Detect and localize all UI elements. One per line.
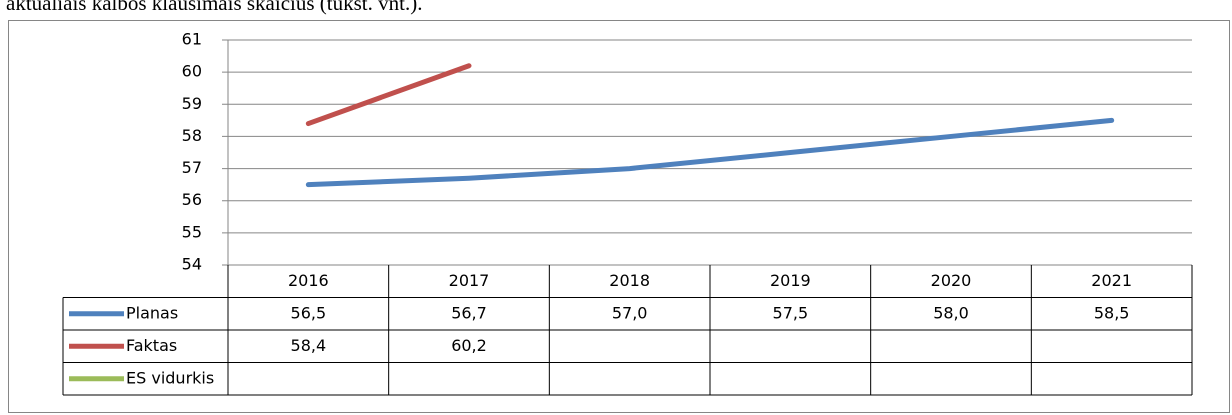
chart-border xyxy=(8,20,1230,413)
series-line xyxy=(305,117,1115,188)
legend-label: Faktas xyxy=(126,336,177,355)
caption: aktualiais kalbos klausimais skaičius (t… xyxy=(6,0,422,15)
y-tick-label: 55 xyxy=(182,222,202,241)
data-label: 60,2 xyxy=(451,336,487,355)
y-tick-label: 59 xyxy=(182,94,202,113)
x-tick-label: 2017 xyxy=(449,271,490,290)
y-tick-label: 56 xyxy=(182,190,202,209)
y-tick-label: 54 xyxy=(182,255,202,274)
y-tick-label: 57 xyxy=(182,158,202,177)
x-tick-label: 2019 xyxy=(770,271,811,290)
series-line xyxy=(305,63,472,127)
x-tick-label: 2016 xyxy=(288,271,329,290)
data-label: 57,0 xyxy=(612,303,648,322)
data-label: 58,5 xyxy=(1094,303,1130,322)
data-label: 58,0 xyxy=(933,303,969,322)
y-tick-label: 58 xyxy=(182,126,202,145)
y-tick-label: 61 xyxy=(182,30,202,49)
legend-label: ES vidurkis xyxy=(126,368,214,387)
x-tick-label: 2018 xyxy=(609,271,650,290)
data-label: 56,7 xyxy=(451,303,487,322)
data-label: 56,5 xyxy=(291,303,327,322)
data-label: 57,5 xyxy=(773,303,809,322)
y-tick-label: 60 xyxy=(182,62,202,81)
x-tick-label: 2020 xyxy=(931,271,972,290)
legend-label: Planas xyxy=(126,303,178,322)
x-tick-label: 2021 xyxy=(1091,271,1132,290)
data-label: 58,4 xyxy=(291,336,327,355)
